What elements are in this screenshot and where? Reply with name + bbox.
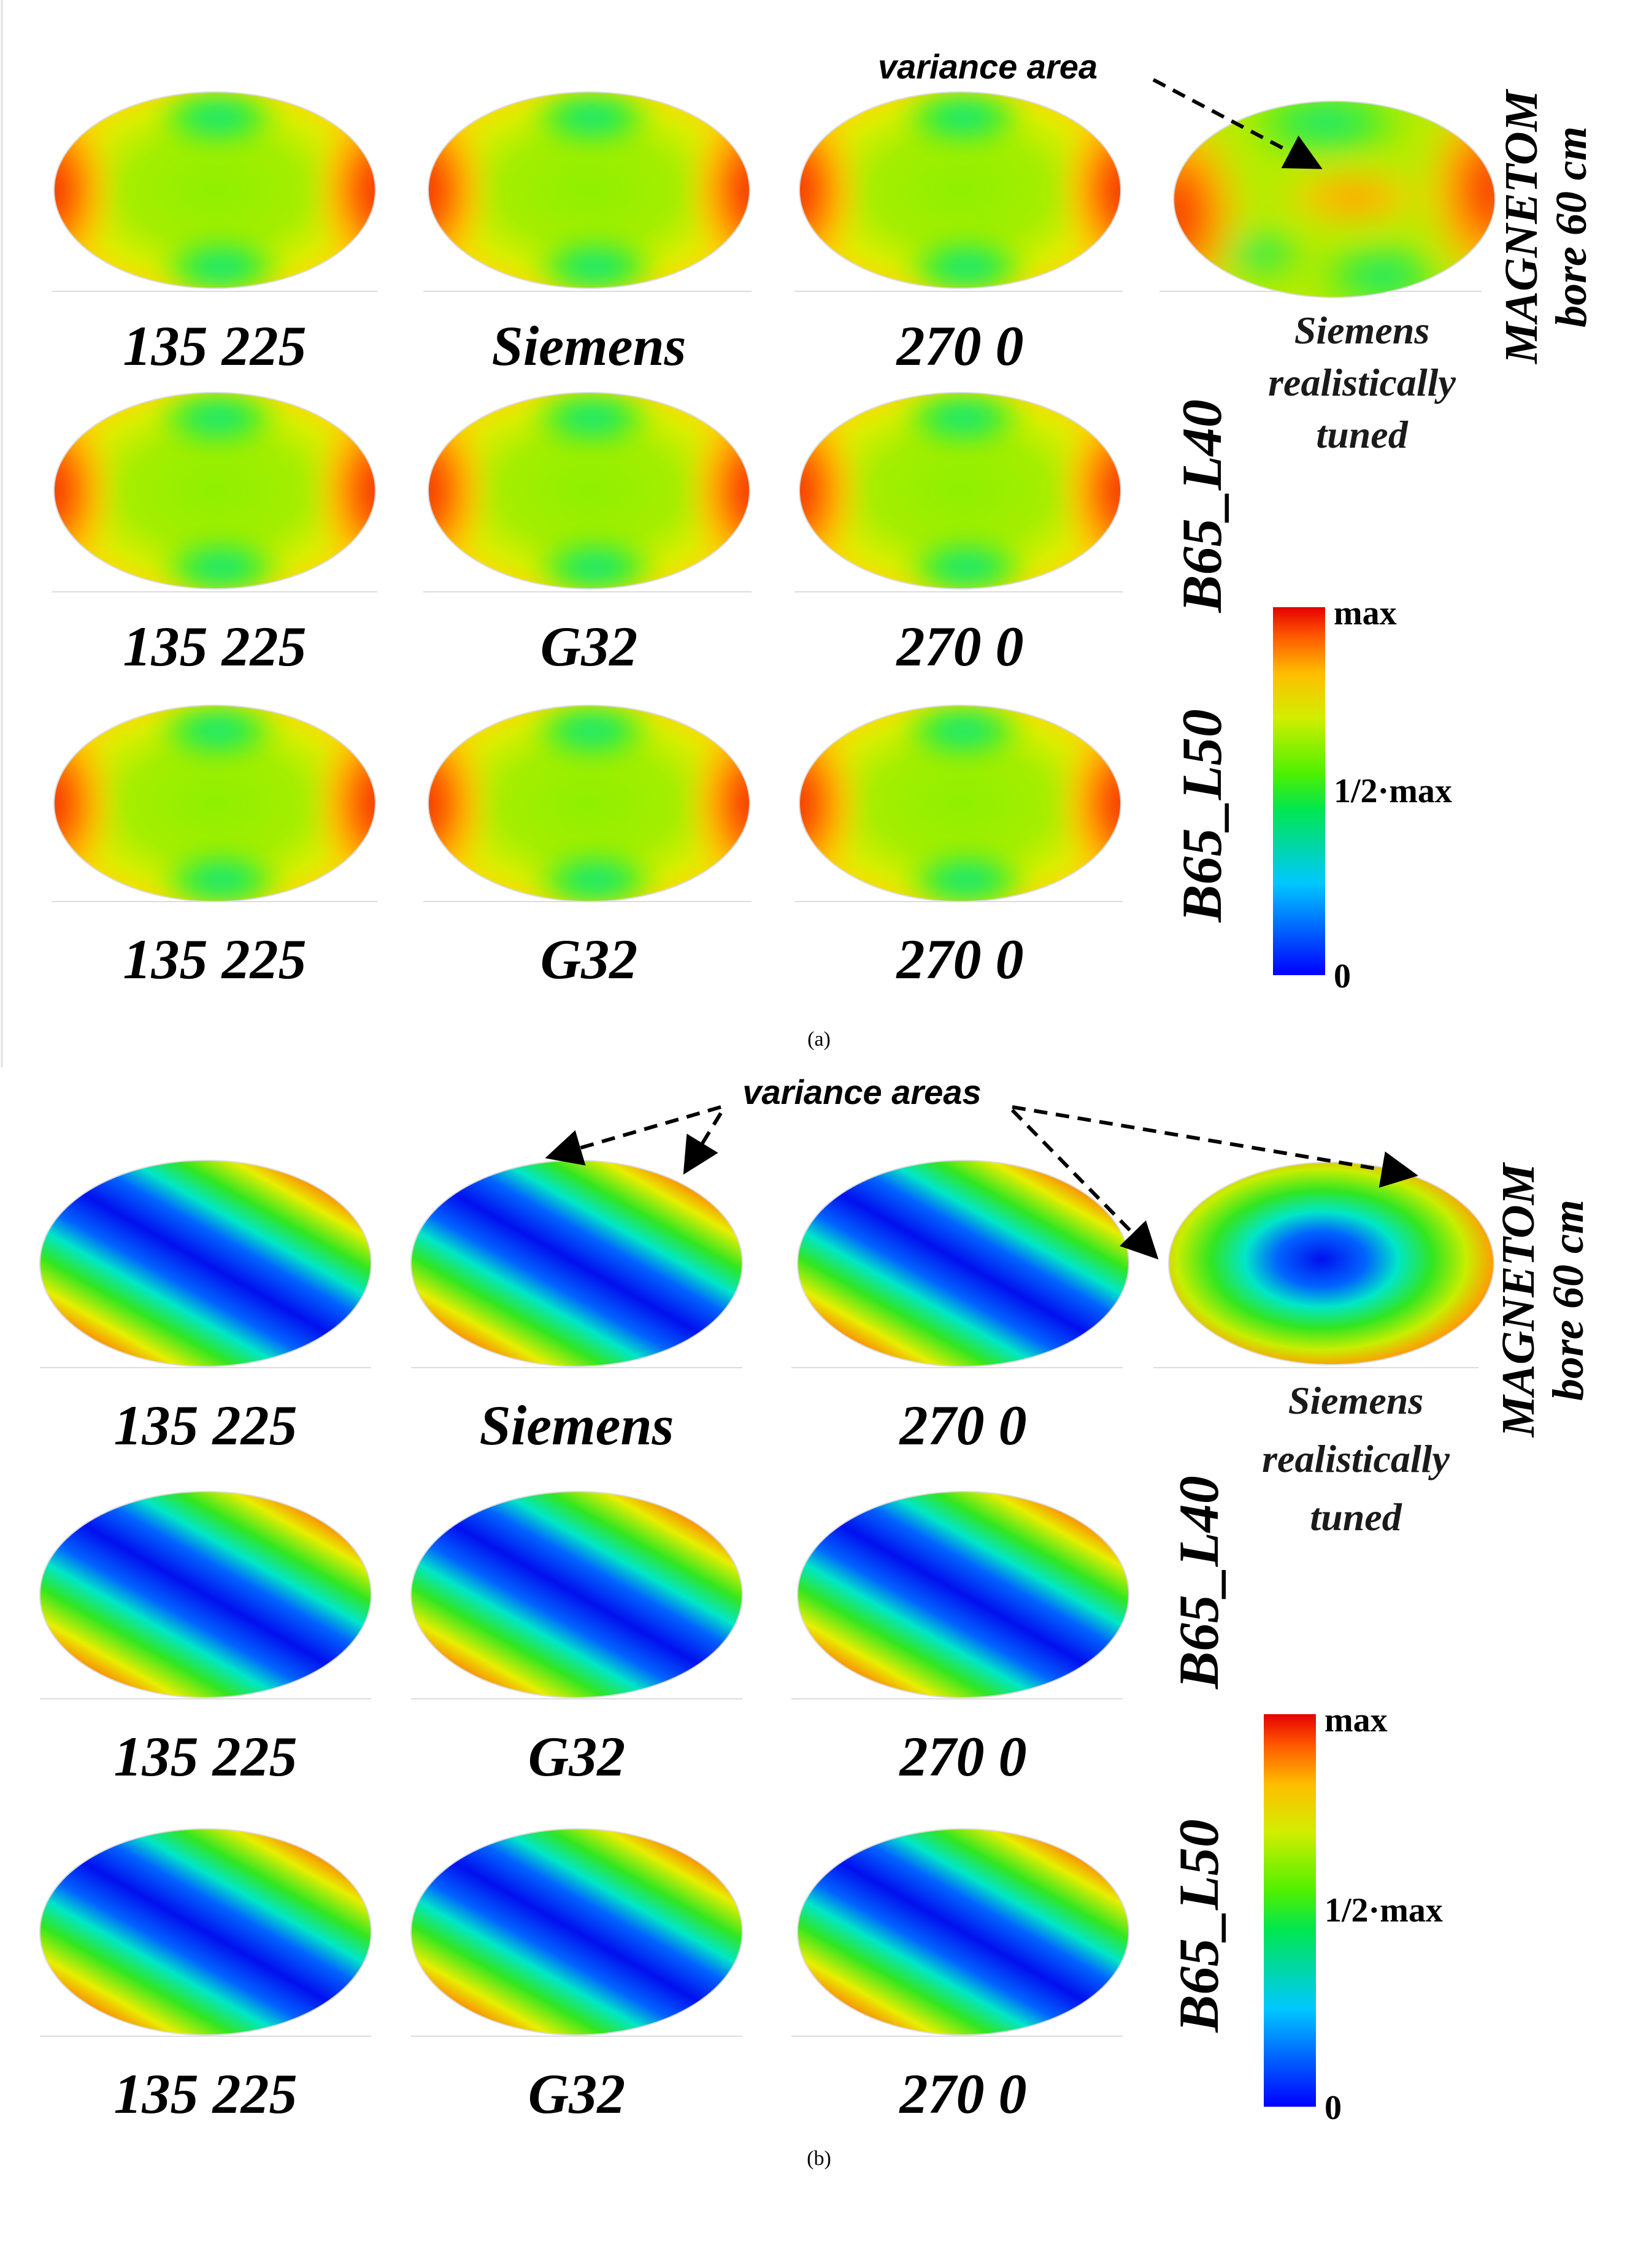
field-map-b-r1-c3: [797, 1160, 1129, 1367]
panel-a: 135 225 Siemens 270 0 135 225 G32 270 0 B65_L4…: [1, 0, 1596, 1067]
colorbar-label-half: 1/2·max: [1325, 1891, 1443, 1929]
map-label-b-r2-c3: 270 0: [899, 1725, 1027, 1788]
field-map-a-r1-c2: [428, 91, 750, 289]
field-map-b-r1-c2: [410, 1160, 743, 1367]
panel-caption-a: (a): [807, 1028, 831, 1051]
map-label-a-r2-c3: 270 0: [896, 615, 1024, 678]
config-label-a-b65_l40: B65_L40: [1171, 399, 1233, 613]
config-label-a-b65_l50: B65_L50: [1171, 709, 1233, 923]
field-map-a-r3-c2: [428, 705, 750, 902]
field-map-b-r2-c3: [797, 1491, 1129, 1698]
config-label-b-b65_l50: B65_L50: [1167, 1819, 1230, 2033]
panel-b: 135 225 Siemens 270 0 135 225 G32 270 0 B65_L4…: [39, 1073, 1593, 2170]
map-label-b-r3-c3: 270 0: [899, 2063, 1027, 2125]
reference-label-line-1: Siemens: [1294, 308, 1429, 352]
variance-arrow: [683, 1112, 723, 1175]
colorbar-label-half: 1/2·max: [1334, 772, 1452, 810]
variance-arrow: [1012, 1105, 1418, 1188]
map-label-a-r3-c1: 135 225: [123, 928, 307, 990]
map-label-a-r3-c3: 270 0: [896, 928, 1024, 990]
field-map-b-r2-c1: [39, 1491, 372, 1698]
field-map-a-r1-c3: [799, 91, 1121, 289]
reference-label-line-2: realistically: [1262, 1437, 1450, 1481]
colorbar-gradient: [1264, 1714, 1316, 2107]
field-map-b-r3-c3: [797, 1828, 1129, 2036]
reference-map-b: [1168, 1162, 1494, 1365]
map-label-b-r1-c2: Siemens: [480, 1394, 674, 1457]
reference-label-line-2: realistically: [1268, 361, 1456, 404]
variance-label-b: variance areas: [742, 1073, 981, 1111]
device-label-bore: bore 60 cm: [1544, 1200, 1593, 1401]
colorbar-gradient: [1273, 607, 1325, 975]
map-label-a-r3-c2: G32: [540, 928, 637, 990]
colorbar-label-max: max: [1334, 594, 1397, 632]
map-label-a-r1-c2: Siemens: [492, 315, 686, 377]
field-map-a-r3-c1: [53, 705, 376, 902]
map-label-b-r1-c3: 270 0: [899, 1394, 1027, 1457]
colorbar-b: max 1/2·max 0: [1264, 1701, 1443, 2127]
field-map-b-r3-c1: [39, 1828, 372, 2036]
panel-caption-b: (b): [807, 2147, 831, 2170]
colorbar-label-max: max: [1325, 1701, 1388, 1739]
variance-arrow: [1152, 78, 1323, 169]
map-label-b-r3-c2: G32: [528, 2063, 625, 2125]
map-label-b-r1-c1: 135 225: [114, 1394, 298, 1457]
field-map-a-r2-c1: [53, 392, 376, 589]
map-label-b-r2-c1: 135 225: [114, 1725, 298, 1788]
map-label-b-r2-c2: G32: [528, 1725, 625, 1788]
device-label-magnetom: MAGNETOM: [1493, 1162, 1544, 1438]
field-map-a-r2-c3: [799, 392, 1121, 589]
field-map-a-r1-c1: [53, 91, 376, 289]
config-label-b-b65_l40: B65_L40: [1167, 1476, 1230, 1690]
field-map-b-r3-c2: [410, 1828, 743, 2036]
variance-arrow: [545, 1105, 721, 1166]
field-map-a-r2-c2: [428, 392, 750, 589]
reference-label-line-1: Siemens: [1288, 1379, 1423, 1422]
device-label-magnetom: MAGNETOM: [1496, 88, 1547, 364]
field-map-a-r3-c3: [799, 705, 1121, 902]
colorbar-label-zero: 0: [1325, 2089, 1342, 2127]
device-label-bore: bore 60 cm: [1547, 126, 1596, 328]
field-map-b-r1-c1: [39, 1160, 372, 1367]
map-label-a-r2-c2: G32: [540, 615, 637, 678]
reference-label-line-3: tuned: [1310, 1495, 1402, 1539]
reference-label-line-3: tuned: [1316, 413, 1408, 456]
field-map-b-r2-c2: [410, 1491, 743, 1698]
map-label-b-r3-c1: 135 225: [114, 2063, 298, 2125]
variance-arrow: [1010, 1108, 1159, 1260]
map-label-a-r1-c3: 270 0: [896, 315, 1024, 377]
colorbar-a: max 1/2·max 0: [1273, 594, 1452, 995]
variance-label-a: variance area: [878, 47, 1098, 86]
colorbar-label-zero: 0: [1334, 957, 1351, 995]
map-label-a-r2-c1: 135 225: [123, 615, 307, 678]
map-label-a-r1-c1: 135 225: [123, 315, 307, 377]
